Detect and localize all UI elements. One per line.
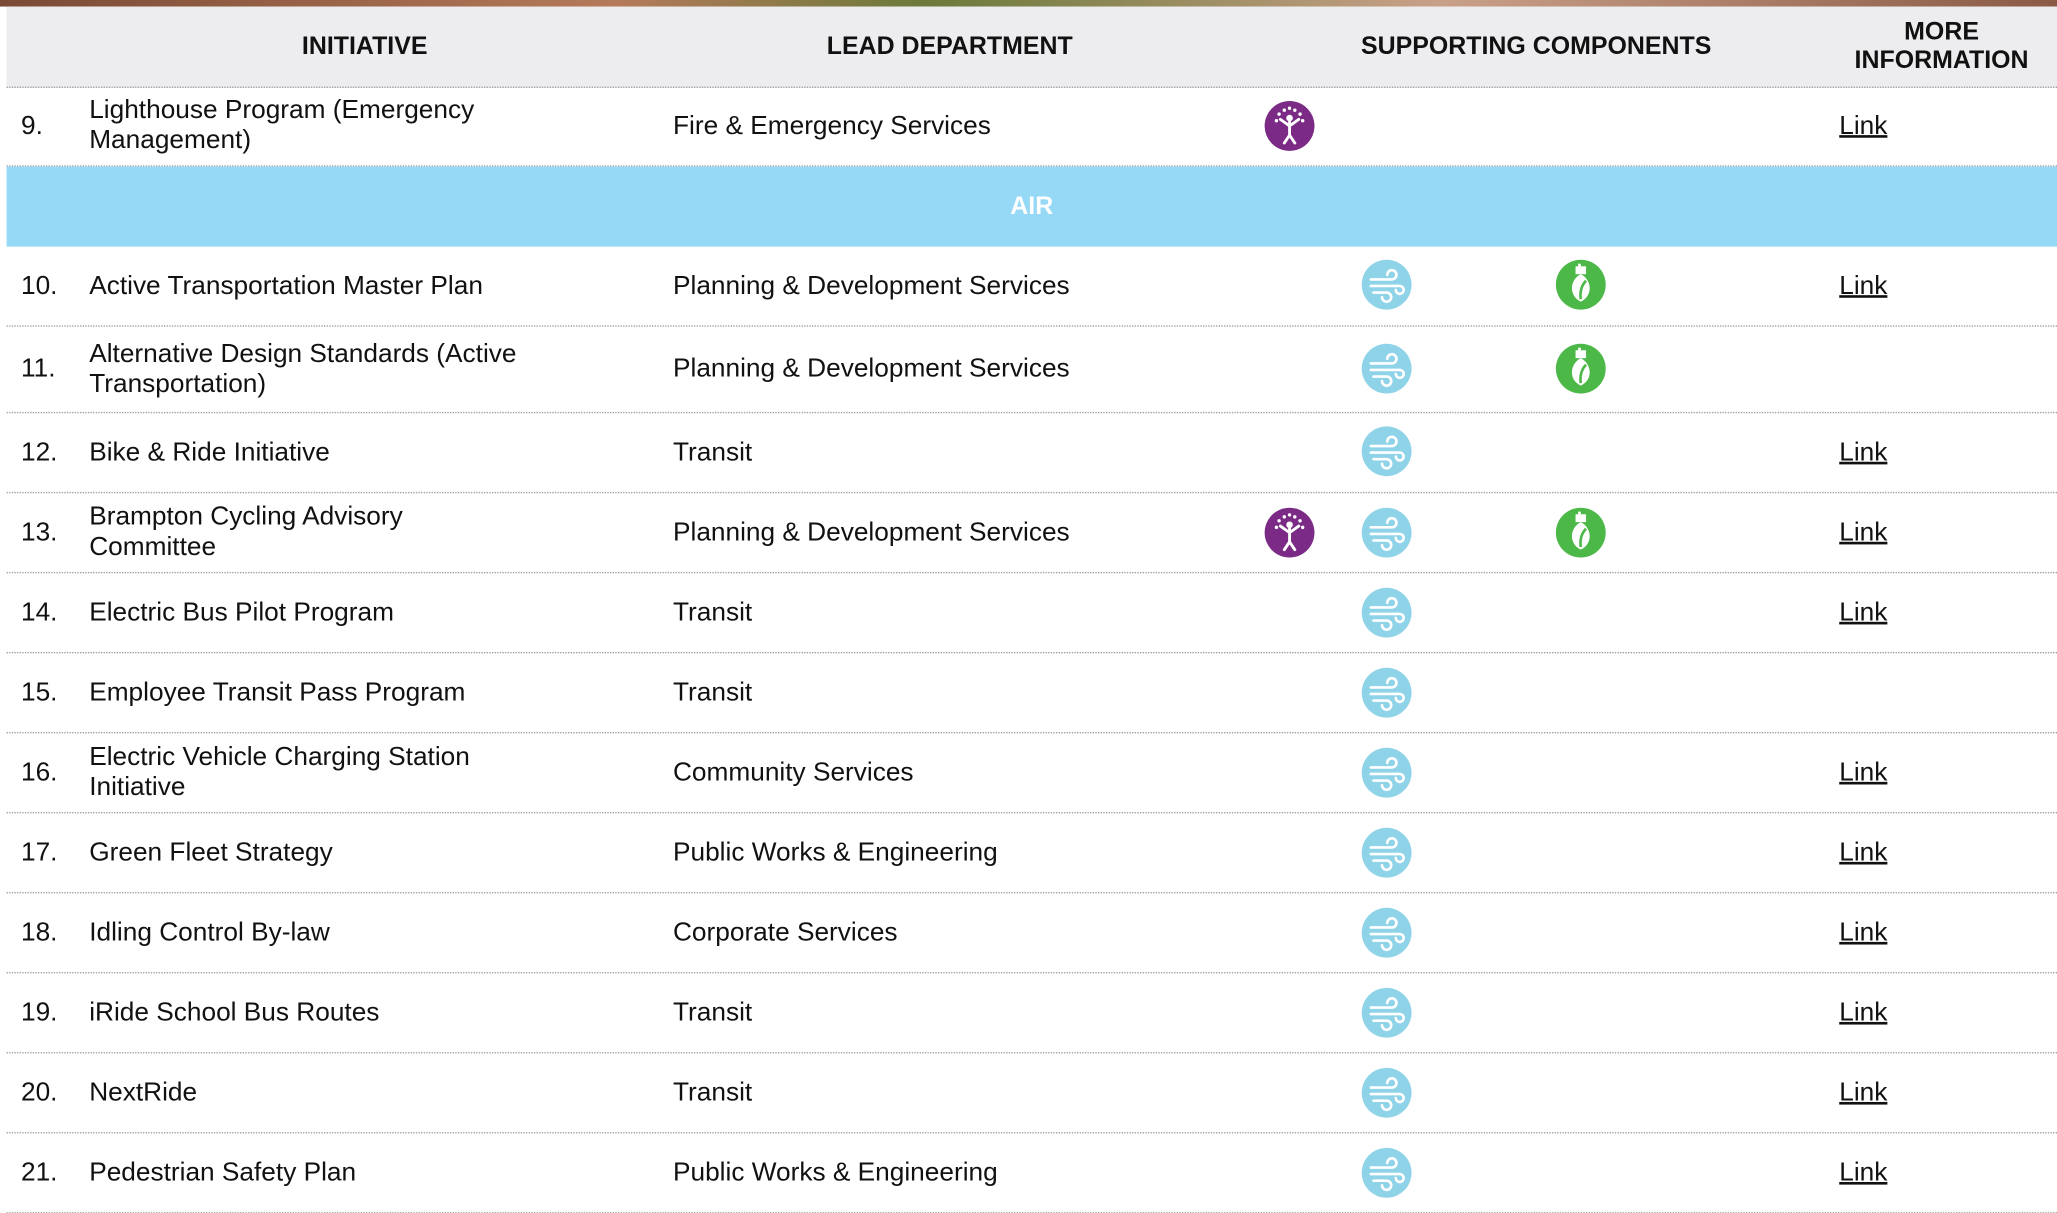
header-cell: LEAD DEPARTMENT [826,32,1073,60]
table-row: 15. Employee Transit Pass Program Transit [6,653,2057,734]
icon-air [1360,826,1412,878]
icon-air [1360,586,1412,638]
table-row: 16. Electric Vehicle Charging Station Ini… [6,733,2057,814]
initiative: Green Fleet Strategy [89,837,333,867]
table-row: 12. Bike & Ride Initiative Transit Link [6,413,2057,494]
table-row: 14. Electric Bus Pilot Program Transit Link [6,573,2057,654]
info-link[interactable]: Link [1839,837,1888,867]
row-number: 21. [20,1157,58,1187]
icon-air [1360,258,1412,310]
icon-green [1555,342,1607,394]
header-cell: SUPPORTING COMPONENTS [1360,32,1712,60]
initiative: Brampton Cycling Advisory Committee [89,502,403,562]
icon-air [1360,1067,1412,1119]
initiative: Employee Transit Pass Program [89,677,466,707]
row-number: 14. [20,597,58,627]
table-row: 17. Green Fleet Strategy Public Works & En… [6,813,2057,894]
info-link[interactable]: Link [1839,997,1888,1027]
department: Planning & Development Services [672,517,1070,547]
row-number: 11. [20,354,56,384]
row-number: 9. [20,110,43,140]
initiative: Pedestrian Safety Plan [89,1157,357,1187]
info-link[interactable]: Link [1839,437,1888,467]
info-link[interactable]: Link [1839,1077,1888,1107]
initiative: Active Transportation Master Plan [89,270,483,300]
initiative: Electric Bus Pilot Program [89,597,394,627]
icon-air [1360,666,1412,718]
info-link[interactable]: Link [1839,270,1888,300]
icon-community [1263,506,1315,558]
icon-air [1360,1147,1412,1199]
icon-air [1360,425,1412,477]
table-row: 9. Lighthouse Program (Emergency Manageme… [6,87,2057,167]
initiative: NextRide [89,1077,198,1107]
row-number: 18. [20,917,58,947]
icon-air [1360,906,1412,958]
initiative: iRide School Bus Routes [89,997,380,1027]
banner-strip [0,0,2057,7]
table-row: 10. Active Transportation Master Plan Plan… [6,247,2057,327]
initiative: Lighthouse Program (Emergency Management… [89,95,475,155]
info-link[interactable]: Link [1839,597,1888,627]
initiative: Bike & Ride Initiative [89,437,330,467]
table-row: 11. Alternative Design Standards (Active … [6,327,2057,414]
department: Transit [672,997,753,1027]
row-number: 17. [20,837,58,867]
table-row: 18. Idling Control By-law Corporate Servic… [6,893,2057,974]
department: Corporate Services [672,917,898,947]
table-row: 21. Pedestrian Safety Plan Public Works & … [6,1133,2057,1213]
info-link[interactable]: Link [1839,757,1888,787]
table-row: 20. NextRide Transit Link [6,1053,2057,1134]
department: Transit [672,597,753,627]
row-number: 13. [20,517,58,547]
row-number: 20. [20,1077,58,1107]
department: Public Works & Engineering [672,837,998,867]
initiative: Alternative Design Standards (Active Tra… [89,339,517,399]
row-number: 15. [20,677,58,707]
row-number: 19. [20,997,58,1027]
department: Transit [672,677,753,707]
section-band: AIR [6,166,2057,247]
header-cell: MORE INFORMATION [1854,17,2029,75]
row-number: 16. [20,757,58,787]
info-link[interactable]: Link [1839,517,1888,547]
table-row: 13. Brampton Cycling Advisory Committee Pl… [6,493,2057,574]
row-number: 12. [20,437,58,467]
department: Public Works & Engineering [672,1157,998,1187]
department: Fire & Emergency Services [672,110,991,140]
initiative: Idling Control By-law [89,917,330,947]
icon-green [1555,258,1607,310]
icon-air [1360,506,1412,558]
initiative: Electric Vehicle Charging Station Initia… [89,742,470,802]
icon-air [1360,987,1412,1039]
info-link[interactable]: Link [1839,110,1888,140]
department: Transit [672,437,753,467]
table-header: INITIATIVE LEAD DEPARTMENT SUPPORTING CO… [6,6,2057,88]
icon-green [1555,506,1607,558]
department: Community Services [672,757,914,787]
icon-air [1360,746,1412,798]
info-link[interactable]: Link [1839,1157,1888,1187]
icon-air [1360,342,1412,394]
row-number: 10. [20,270,58,300]
icon-community [1263,100,1315,152]
department: Planning & Development Services [672,270,1070,300]
info-link[interactable]: Link [1839,917,1888,947]
header-cell: INITIATIVE [301,32,428,60]
department: Planning & Development Services [672,354,1070,384]
table-row: 19. iRide School Bus Routes Transit Link [6,973,2057,1054]
department: Transit [672,1077,753,1107]
